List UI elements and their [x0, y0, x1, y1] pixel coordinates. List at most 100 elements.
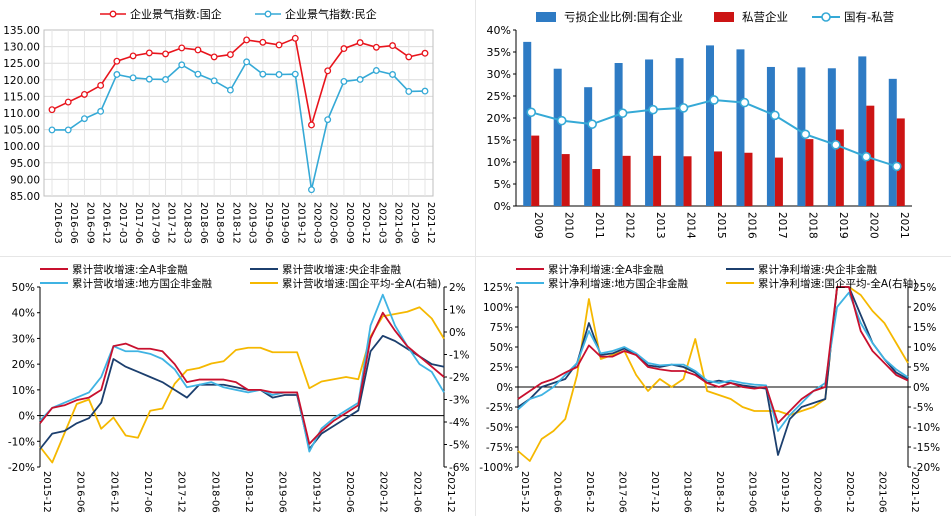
data-point	[113, 57, 121, 65]
y2-tick-label: 1%	[449, 305, 466, 317]
data-point	[64, 126, 72, 134]
x-tick-label: 2019	[837, 212, 849, 239]
data-point	[64, 98, 72, 106]
x-tick-label: 2019-09	[279, 202, 290, 244]
bar	[531, 135, 540, 206]
data-point	[372, 43, 380, 51]
data-point	[259, 38, 267, 46]
data-point	[145, 75, 153, 83]
data-point	[389, 42, 397, 50]
series-line	[39, 306, 445, 464]
chart-cumulative-net-profit-growth: 125% 100% 75% 50% 25% 0% -25% -50% -75% -100% 25% 2…	[479, 263, 940, 513]
x-tick-label: 2017-03	[117, 202, 128, 244]
data-point	[770, 110, 780, 121]
y2-tick-label: 15%	[913, 322, 936, 334]
y-tick-label: 0%	[494, 200, 511, 213]
y2-tick-label: -4%	[449, 417, 469, 429]
legend-swatch	[536, 12, 556, 22]
x-tick-label: 2018-03	[182, 202, 193, 244]
data-point	[356, 76, 364, 83]
data-point	[389, 71, 397, 78]
data-point	[275, 71, 283, 78]
x-tick-label: 2021	[898, 212, 910, 239]
x-tick-label: 2016-09	[84, 202, 95, 244]
y-tick-label: 95.00	[10, 158, 40, 170]
data-point	[617, 108, 628, 118]
data-point	[421, 87, 429, 95]
data-point	[194, 70, 202, 78]
y-tick-label: 100%	[483, 302, 513, 314]
y-tick-label: -75%	[486, 442, 513, 454]
y-tick-label: -100%	[479, 462, 513, 474]
series-line	[517, 286, 909, 456]
x-tick-label: 2021-06	[877, 471, 888, 513]
y-tick-label: 25%	[487, 90, 511, 103]
data-point	[129, 74, 137, 82]
bar	[553, 68, 562, 206]
x-tick-label: 2016-06	[68, 202, 79, 244]
y2-tick-label: -20%	[913, 462, 940, 474]
legend-label: 亏损企业比例:国有企业	[564, 10, 683, 24]
data-point	[405, 87, 413, 95]
y2-tick-label: -3%	[449, 395, 469, 407]
y-tick-label: 85.00	[10, 191, 40, 203]
bar	[622, 155, 631, 206]
x-tick-label: 2017	[776, 212, 788, 239]
data-point	[587, 119, 597, 129]
x-tick-label: 2021-06	[393, 202, 404, 244]
x-tick-label: 2019-12	[310, 471, 321, 513]
bar	[888, 78, 897, 206]
panel-divider-horizontal	[0, 256, 951, 257]
x-tick-label: 2021-03	[376, 202, 387, 244]
y2-tick-label: 25%	[913, 282, 936, 294]
y-tick-label: 90.00	[10, 174, 40, 186]
legend-label: 累计营收增速:全A非金融	[72, 263, 188, 276]
x-tick-label: 2017-12	[176, 471, 187, 513]
data-point	[308, 121, 315, 129]
x-tick-label: 2017-06	[133, 202, 144, 244]
data-point	[243, 36, 251, 44]
bar	[835, 129, 844, 206]
data-point	[831, 140, 841, 150]
bar	[561, 154, 570, 206]
y-tick-label: 135.00	[3, 25, 40, 37]
y-tick-label: 25%	[490, 362, 513, 374]
x-tick-label: 2014	[685, 212, 697, 239]
data-point	[80, 115, 88, 123]
x-tick-label: 2021-09	[409, 202, 420, 244]
legend-swatch	[714, 12, 734, 22]
x-tick-label: 2020-06	[812, 471, 823, 513]
data-point	[97, 107, 105, 115]
data-point	[162, 50, 169, 58]
data-point	[48, 106, 56, 114]
data-point	[162, 76, 169, 83]
y-tick-label: 30%	[12, 333, 35, 345]
y-tick-label: 0%	[496, 382, 513, 394]
x-tick-label: 2016-12	[101, 202, 112, 244]
x-tick-label: 2018-12	[243, 471, 254, 513]
y2-tick-label: 0%	[449, 327, 466, 339]
y2-tick-label: -1%	[449, 350, 469, 362]
bar	[614, 63, 623, 206]
data-point	[556, 115, 567, 126]
y-tick-label: 50%	[12, 282, 35, 294]
x-tick-label: 2016-06	[75, 471, 86, 513]
bar	[766, 66, 775, 207]
x-tick-label: 2017-06	[617, 471, 628, 513]
legend-label: 累计净利增速:地方国企非金融	[548, 277, 689, 290]
y-tick-label: -20%	[8, 462, 35, 474]
data-point	[275, 41, 283, 49]
y-tick-label: 115.00	[3, 91, 40, 103]
data-point	[226, 86, 234, 94]
legend-label: 累计净利增速:全A非金融	[548, 263, 664, 276]
x-tick-label: 2016	[745, 212, 757, 239]
y2-tick-label: -5%	[449, 440, 469, 452]
y-tick-label: 125.00	[3, 58, 40, 70]
y2-tick-label: -15%	[913, 442, 940, 454]
data-point	[226, 51, 234, 59]
bar	[774, 157, 783, 206]
series-line	[517, 286, 909, 424]
x-tick-label: 2019-03	[247, 202, 258, 244]
x-tick-label: 2013	[654, 212, 666, 239]
chart-loss-making-enterprise-ratio: 40% 35% 30% 25% 20% 15% 10% 5% 0% 2009 2010 2011 201…	[487, 10, 912, 239]
